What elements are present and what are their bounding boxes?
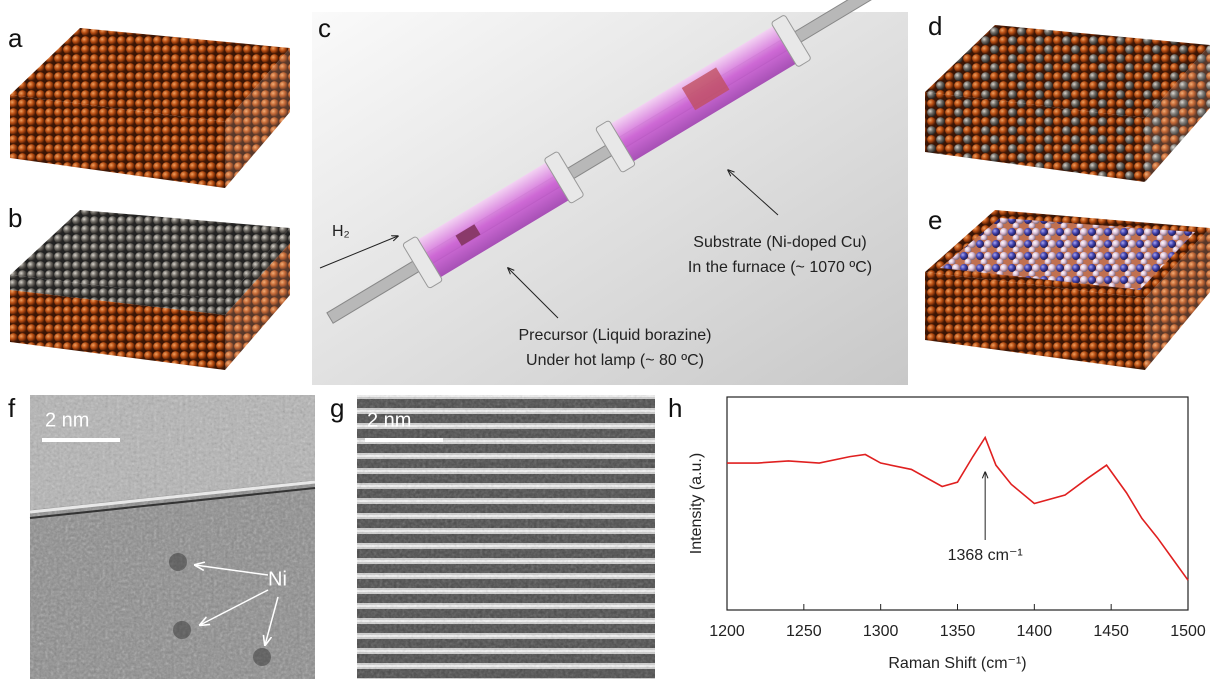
substrate-label: Substrate (Ni-doped Cu) xyxy=(693,234,866,251)
x-tick-label: 1500 xyxy=(1170,623,1206,640)
precursor-label: Under hot lamp (~ 80 ºC) xyxy=(526,352,704,369)
figure: H₂ Substrate (Ni-doped Cu) In the furnac… xyxy=(0,0,1215,679)
tem-image-f xyxy=(30,395,315,679)
x-axis-label: Raman Shift (cm⁻¹) xyxy=(888,655,1026,672)
panel-label: a xyxy=(8,23,23,53)
crystal-d xyxy=(925,25,1210,182)
x-tick-label: 1200 xyxy=(709,623,745,640)
x-tick-label: 1250 xyxy=(786,623,822,640)
precursor-label: Precursor (Liquid borazine) xyxy=(519,327,712,344)
x-tick-label: 1300 xyxy=(863,623,899,640)
crystal-b xyxy=(10,210,290,370)
x-tick-label: 1350 xyxy=(940,623,976,640)
panel-label: e xyxy=(928,205,942,235)
y-axis-label: Intensity (a.u.) xyxy=(688,453,705,554)
scale-bar-label: 2 nm xyxy=(367,409,411,431)
ni-annotation: Ni xyxy=(268,568,287,590)
panel-label: f xyxy=(8,393,16,423)
x-tick-label: 1450 xyxy=(1093,623,1129,640)
panel-label: b xyxy=(8,203,22,233)
panel-label: h xyxy=(668,393,682,423)
substrate-label: In the furnace (~ 1070 ºC) xyxy=(688,259,872,276)
crystal-a xyxy=(10,28,290,188)
x-tick-label: 1400 xyxy=(1017,623,1053,640)
panel-label: g xyxy=(330,393,344,423)
scale-bar-label: 2 nm xyxy=(45,409,89,431)
panel-label: d xyxy=(928,11,942,41)
annotation: 1368 cm⁻¹ xyxy=(948,547,1023,564)
crystal-e xyxy=(925,210,1210,370)
tem-image-g xyxy=(357,395,655,679)
plot-frame xyxy=(727,397,1188,610)
gas-label: H₂ xyxy=(332,223,350,240)
panel-label: c xyxy=(318,13,331,43)
